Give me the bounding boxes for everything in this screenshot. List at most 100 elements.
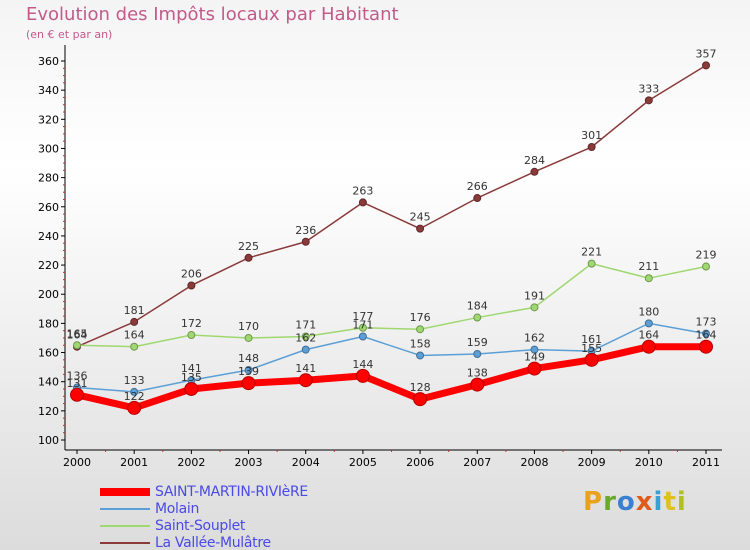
data-point [530, 345, 539, 354]
data-label: 236 [295, 224, 316, 237]
data-point [358, 332, 367, 341]
data-label: 172 [181, 317, 202, 330]
data-label: 184 [467, 300, 488, 313]
logo-letter: o [616, 487, 636, 517]
x-tick-label: 2003 [235, 456, 263, 469]
data-point [130, 342, 139, 351]
data-label: 165 [67, 327, 88, 340]
data-point [244, 253, 253, 262]
data-label: 191 [524, 289, 545, 302]
data-point [527, 361, 542, 376]
data-point [73, 341, 81, 350]
data-label: 266 [467, 180, 488, 193]
data-point [301, 332, 310, 341]
data-label: 149 [524, 351, 545, 364]
data-point [244, 333, 253, 342]
data-point [473, 194, 482, 203]
data-label: 158 [410, 337, 431, 350]
y-tick-label: 240 [38, 230, 59, 243]
data-point [470, 377, 485, 392]
series-line-1 [76, 322, 707, 393]
data-label: 131 [67, 377, 88, 390]
y-tick-label: 280 [38, 172, 59, 185]
y-tick-label: 180 [38, 317, 59, 330]
data-point [699, 339, 713, 354]
data-label: 206 [181, 267, 202, 280]
x-tick-label: 2004 [292, 456, 320, 469]
data-point [644, 274, 653, 283]
data-label: 357 [696, 47, 717, 60]
logo-letter: P [583, 487, 604, 517]
data-point [130, 317, 139, 326]
data-point [641, 339, 656, 354]
y-tick-label: 200 [38, 288, 59, 301]
data-point [416, 351, 425, 360]
data-label: 211 [638, 260, 659, 273]
data-point [413, 392, 428, 407]
data-point [644, 319, 653, 328]
data-label: 139 [238, 365, 259, 378]
data-label: 263 [352, 184, 373, 197]
chart-subtitle: (en € et par an) [26, 28, 113, 41]
data-label: 159 [467, 336, 488, 349]
series-line-0 [73, 343, 710, 412]
data-label: 284 [524, 154, 545, 167]
data-label: 171 [352, 319, 373, 332]
data-point [244, 366, 253, 375]
data-point [130, 387, 139, 396]
data-label: 176 [410, 311, 431, 324]
data-point [355, 368, 370, 383]
logo-letter: x [635, 487, 654, 517]
data-point [644, 96, 653, 105]
data-point [584, 352, 599, 367]
y-tick-label: 220 [38, 259, 59, 272]
legend-swatch-saint-souplet [100, 525, 150, 527]
data-label: 136 [67, 370, 88, 383]
data-point [298, 373, 313, 388]
data-label: 128 [410, 381, 431, 394]
data-label: 141 [181, 362, 202, 375]
logo-letter: i [653, 487, 664, 517]
data-point [530, 303, 539, 312]
data-label: 122 [124, 390, 145, 403]
data-label: 221 [581, 246, 602, 259]
data-point [184, 381, 199, 396]
data-label: 164 [67, 329, 88, 342]
data-label: 164 [696, 329, 717, 342]
data-point [587, 143, 596, 152]
data-label: 177 [352, 310, 373, 323]
x-tick-label: 2007 [463, 456, 491, 469]
data-point [127, 400, 142, 415]
series-line-2 [76, 262, 707, 348]
data-point [473, 349, 482, 358]
data-point [301, 345, 310, 354]
legend-label: La Vallée-Mulâtre [155, 535, 271, 550]
data-point [358, 323, 367, 332]
data-point [702, 262, 710, 271]
y-tick-label: 100 [38, 434, 59, 447]
data-point [301, 237, 310, 246]
legend-label: Saint-Souplet [155, 518, 246, 534]
data-label: 162 [524, 332, 545, 345]
y-tick-label: 340 [38, 84, 59, 97]
y-tick-label: 300 [38, 142, 59, 155]
data-label: 333 [638, 82, 659, 95]
x-tick-label: 2010 [635, 456, 663, 469]
data-label: 135 [181, 371, 202, 384]
data-point [187, 281, 196, 290]
data-label: 148 [238, 352, 259, 365]
data-label: 171 [295, 319, 316, 332]
logo-letter: r [603, 487, 617, 517]
legend-label: SAINT-MARTIN-RIVIèRE [155, 484, 308, 500]
chart-title: Evolution des Impôts locaux par Habitant [26, 4, 399, 25]
logo-letter: i [676, 487, 687, 517]
data-point [530, 167, 539, 176]
y-tick-label: 320 [38, 113, 59, 126]
series-line-3 [76, 64, 707, 348]
legend-swatch-molain [100, 508, 150, 510]
data-label: 170 [238, 320, 259, 333]
data-point [416, 224, 425, 233]
x-tick-label: 2002 [177, 456, 205, 469]
y-tick-label: 360 [38, 55, 59, 68]
